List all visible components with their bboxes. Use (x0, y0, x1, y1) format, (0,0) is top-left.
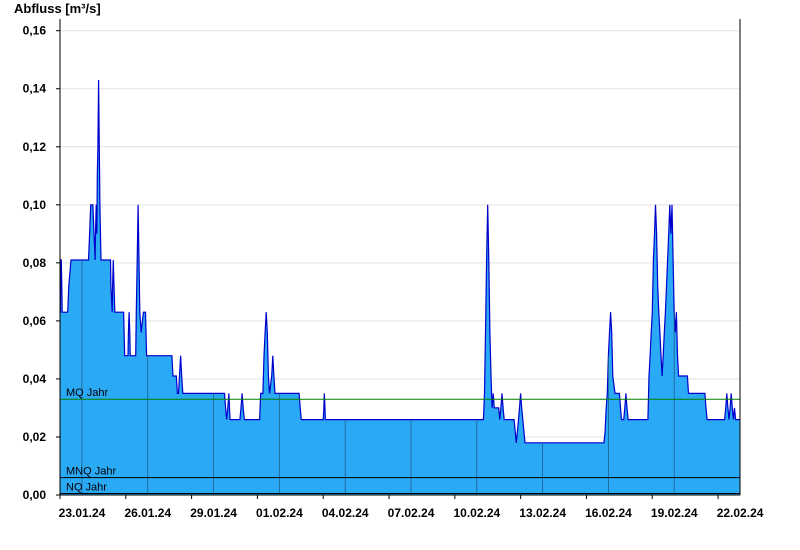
series-area (59, 79, 740, 495)
ref-label-2: NQ Jahr (66, 482, 107, 494)
x-tick-label-8: 16.02.24 (585, 506, 632, 520)
x-tick-label-7: 13.02.24 (519, 506, 566, 520)
y-tick-label-2: 0,12 (23, 140, 47, 154)
x-tick-label-6: 10.02.24 (453, 506, 500, 520)
x-tick-label-3: 01.02.24 (256, 506, 303, 520)
x-tick-label-2: 29.01.24 (190, 506, 237, 520)
y-tick-label-0: 0,16 (23, 24, 47, 38)
x-tick-label-10: 22.02.24 (717, 506, 764, 520)
ref-label-1: MNQ Jahr (66, 466, 116, 478)
y-tick-label-3: 0,10 (23, 198, 47, 212)
x-tick-label-1: 26.01.24 (124, 506, 171, 520)
x-tick-label-5: 07.02.24 (388, 506, 435, 520)
y-tick-labels: 0,16 0,14 0,12 0,10 0,08 0,06 0,04 0,02 0,00 (23, 24, 60, 502)
x-tick-label-9: 19.02.24 (651, 506, 698, 520)
y-tick-label-7: 0,02 (23, 430, 47, 444)
y-tick-label-8: 0,00 (23, 488, 47, 502)
x-tick-label-4: 04.02.24 (322, 506, 369, 520)
reference-lines: MQ Jahr MNQ Jahr NQ Jahr (60, 387, 740, 495)
ref-label-0: MQ Jahr (66, 387, 109, 399)
y-tick-label-4: 0,08 (23, 256, 47, 270)
discharge-area (60, 80, 740, 495)
y-axis-label: Abfluss [m³/s] (14, 1, 101, 16)
y-tick-label-1: 0,14 (23, 82, 47, 96)
y-tick-label-6: 0,04 (23, 372, 47, 386)
x-tick-labels: 23.01.24 26.01.24 29.01.24 01.02.24 04.02.24… (59, 495, 764, 520)
discharge-line (59, 79, 740, 444)
axes (59, 19, 741, 496)
x-tick-label-0: 23.01.24 (59, 506, 106, 520)
y-tick-label-5: 0,06 (23, 314, 47, 328)
